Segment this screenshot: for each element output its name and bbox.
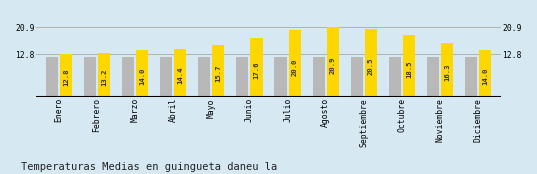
Text: 14.0: 14.0 <box>139 67 145 85</box>
Bar <box>351 57 363 97</box>
Bar <box>174 49 186 97</box>
Bar <box>465 57 477 97</box>
Bar <box>98 53 110 97</box>
Bar <box>427 57 439 97</box>
Bar <box>403 35 415 97</box>
Text: 14.0: 14.0 <box>482 67 488 85</box>
Bar <box>212 45 224 97</box>
Bar <box>365 29 377 97</box>
Bar <box>389 57 401 97</box>
Bar <box>160 57 172 97</box>
Text: 12.8: 12.8 <box>63 69 69 86</box>
Bar <box>274 57 287 97</box>
Text: 18.5: 18.5 <box>406 60 412 78</box>
Bar <box>198 57 211 97</box>
Bar <box>288 30 301 97</box>
Bar <box>60 54 72 97</box>
Text: 13.2: 13.2 <box>101 68 107 86</box>
Bar <box>84 57 96 97</box>
Bar <box>441 43 453 97</box>
Bar <box>326 27 339 97</box>
Bar <box>236 57 249 97</box>
Text: 20.0: 20.0 <box>292 58 297 76</box>
Text: 14.4: 14.4 <box>177 66 183 84</box>
Bar <box>479 50 491 97</box>
Text: 20.5: 20.5 <box>368 57 374 75</box>
Text: 20.9: 20.9 <box>330 57 336 74</box>
Bar <box>136 50 148 97</box>
Bar <box>46 57 58 97</box>
Bar <box>313 57 325 97</box>
Text: 17.6: 17.6 <box>253 62 259 79</box>
Text: 16.3: 16.3 <box>444 64 450 81</box>
Text: 15.7: 15.7 <box>215 65 221 82</box>
Text: Temperaturas Medias en guingueta daneu la: Temperaturas Medias en guingueta daneu l… <box>21 162 278 172</box>
Bar <box>250 38 263 97</box>
Bar <box>122 57 134 97</box>
